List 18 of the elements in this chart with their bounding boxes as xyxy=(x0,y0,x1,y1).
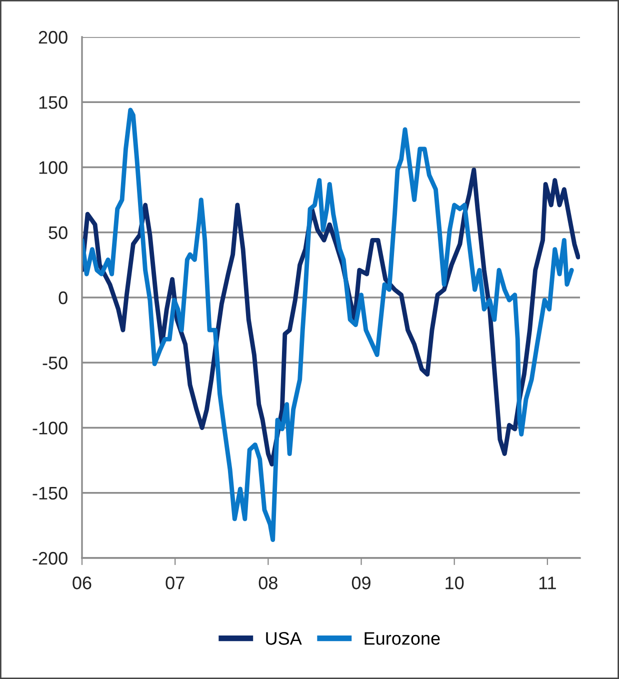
y-tick-label: 150 xyxy=(39,96,68,109)
legend-label: USA xyxy=(266,632,302,645)
y-tick-label: -100 xyxy=(32,422,68,434)
x-tick-label: 10 xyxy=(446,576,464,590)
y-tick-label: 50 xyxy=(48,226,68,240)
y-tick-label: 0 xyxy=(58,291,68,304)
x-tick-label: 07 xyxy=(166,576,184,590)
x-tick-label: 11 xyxy=(539,576,556,590)
legend-label: Eurozone xyxy=(364,632,440,645)
y-tick-label: -150 xyxy=(32,486,68,500)
y-tick-label: 100 xyxy=(39,161,68,174)
x-tick-label: 09 xyxy=(352,576,370,590)
y-tick-label: -50 xyxy=(42,356,68,370)
x-tick-label: 06 xyxy=(72,576,92,590)
line-series xyxy=(82,108,574,542)
y-tick-label: -200 xyxy=(32,552,68,565)
x-tick-label: 08 xyxy=(258,576,278,590)
y-tick-label: 200 xyxy=(38,30,68,44)
